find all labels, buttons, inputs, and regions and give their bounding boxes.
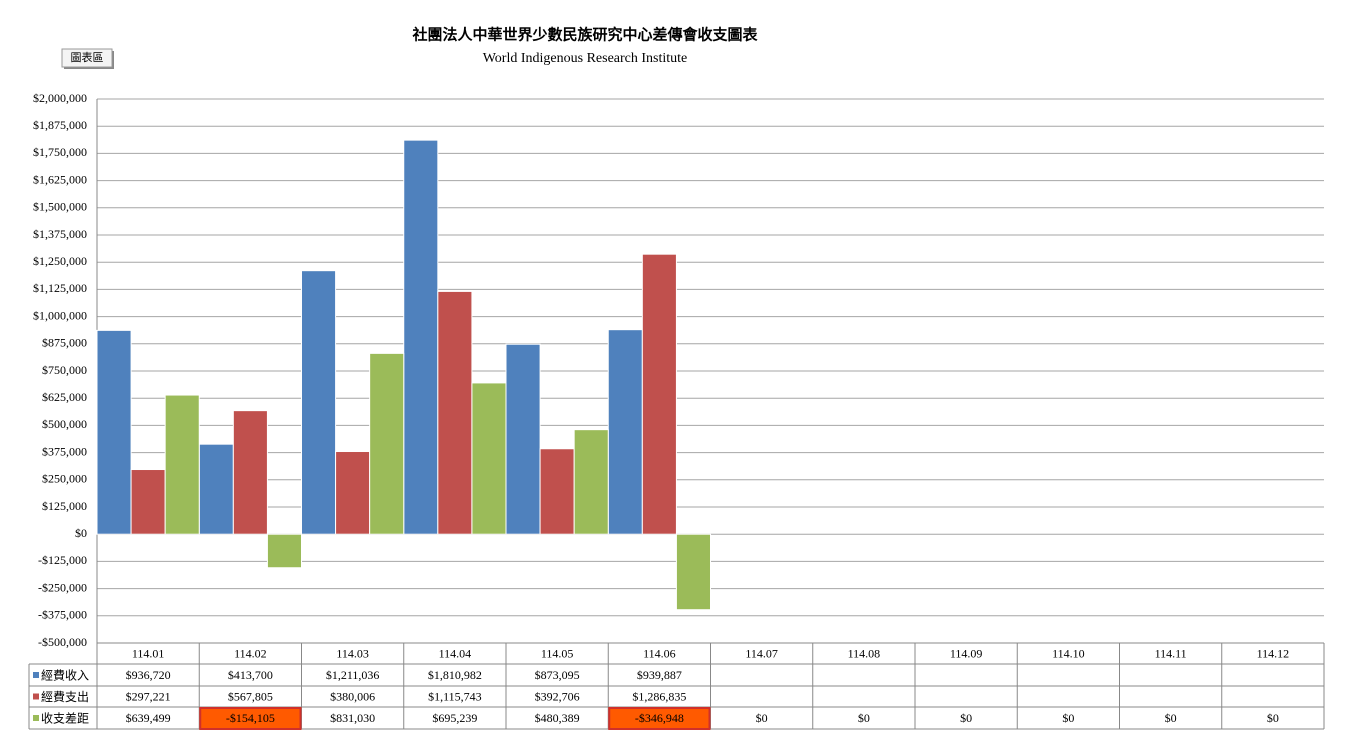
chart-subtitle: World Indigenous Research Institute <box>483 51 688 66</box>
y-tick-label: $1,625,000 <box>33 172 87 186</box>
bar <box>335 451 371 535</box>
legend-label: 收支差距 <box>41 712 89 726</box>
y-tick-label: -$125,000 <box>38 553 87 567</box>
bar <box>505 343 541 535</box>
y-tick-label: $1,875,000 <box>33 118 87 132</box>
y-tick-label: $250,000 <box>42 472 87 486</box>
x-tick-label: 114.04 <box>439 646 472 660</box>
y-tick-label: $1,500,000 <box>33 200 87 214</box>
y-tick-label: $500,000 <box>42 417 87 431</box>
table-value: $380,006 <box>330 689 375 703</box>
y-tick-label: $1,000,000 <box>33 308 87 322</box>
y-tick-label: -$250,000 <box>38 580 87 594</box>
bar <box>471 382 507 535</box>
legend-key <box>33 693 39 700</box>
y-tick-label: $2,000,000 <box>33 91 87 105</box>
y-tick-label: $1,750,000 <box>33 145 87 159</box>
bar <box>96 329 132 535</box>
y-tick-label: $375,000 <box>42 444 87 458</box>
table-value: -$346,948 <box>635 711 684 725</box>
table-value: $1,211,036 <box>326 668 380 682</box>
table-value: $297,221 <box>126 689 171 703</box>
table-value: $0 <box>1267 711 1279 725</box>
table-value: $413,700 <box>228 668 273 682</box>
x-tick-label: 114.12 <box>1257 646 1290 660</box>
table-value: $1,286,835 <box>632 689 686 703</box>
table-value: $392,706 <box>535 689 580 703</box>
bar <box>607 329 643 535</box>
y-tick-label: $0 <box>75 526 87 540</box>
x-tick-label: 114.02 <box>234 646 267 660</box>
table-value: $480,389 <box>535 711 580 725</box>
button[interactable] <box>61 48 113 68</box>
table-value: $0 <box>1062 711 1074 725</box>
x-tick-label: 114.08 <box>848 646 881 660</box>
bar <box>437 290 473 535</box>
x-tick-label: 114.11 <box>1155 646 1187 660</box>
bar <box>266 533 302 569</box>
bar <box>232 410 268 535</box>
table-value: $873,095 <box>535 668 580 682</box>
x-tick-label: 114.06 <box>643 646 676 660</box>
table-value: $0 <box>756 711 768 725</box>
chart-title: 社團法人中華世界少數民族研究中心差傳會收支圖表 <box>411 26 758 44</box>
y-tick-label: $125,000 <box>42 499 87 513</box>
legend-label: 經費收入 <box>41 668 89 683</box>
x-tick-label: 114.09 <box>950 646 983 660</box>
y-tick-label: $625,000 <box>42 390 87 404</box>
y-tick-label: $875,000 <box>42 336 87 350</box>
x-tick-label: 114.07 <box>745 646 778 660</box>
table-value: $567,805 <box>228 689 273 703</box>
table-value: $0 <box>960 711 972 725</box>
bar <box>369 352 405 535</box>
y-tick-label: $750,000 <box>42 363 87 377</box>
table-value: $0 <box>1165 711 1177 725</box>
bar <box>301 270 337 535</box>
bar <box>164 394 200 535</box>
x-tick-label: 114.10 <box>1052 646 1085 660</box>
bar <box>403 139 439 535</box>
bar <box>573 429 609 535</box>
highlight-cell <box>199 707 302 730</box>
x-tick-label: 114.03 <box>336 646 369 660</box>
legend-key <box>33 715 39 721</box>
bar <box>130 469 166 535</box>
table-value: $0 <box>858 711 870 725</box>
y-tick-label: $1,250,000 <box>33 254 87 268</box>
table-value: $1,810,982 <box>428 668 482 682</box>
table-value: $939,887 <box>637 668 682 682</box>
bar <box>539 448 575 535</box>
button-label[interactable]: 圖表區 <box>71 50 104 64</box>
y-tick-label: $1,125,000 <box>33 281 87 295</box>
legend-key <box>33 672 39 678</box>
y-tick-label: $1,375,000 <box>33 227 87 241</box>
table-value: -$154,105 <box>226 711 275 725</box>
table-value: $936,720 <box>126 668 171 682</box>
bar <box>641 253 677 535</box>
highlight-cell <box>608 707 711 730</box>
y-tick-label: -$375,000 <box>38 608 87 622</box>
table-value: $639,499 <box>126 711 171 725</box>
table-value: $1,115,743 <box>428 689 482 703</box>
table-value: $695,239 <box>432 711 477 725</box>
y-tick-label: -$500,000 <box>38 635 87 649</box>
table-value: $831,030 <box>330 711 375 725</box>
legend-label: 經費支出 <box>41 689 89 704</box>
x-tick-label: 114.05 <box>541 646 574 660</box>
x-tick-label: 114.01 <box>132 646 165 660</box>
bar <box>675 533 712 611</box>
bar <box>198 443 234 535</box>
